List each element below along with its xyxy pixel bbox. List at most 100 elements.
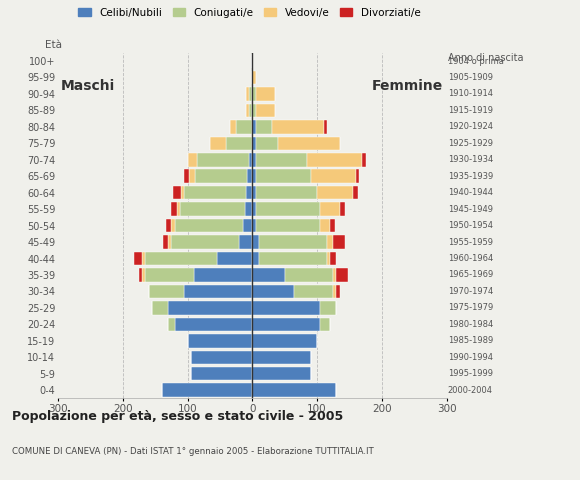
Text: 1940-1944: 1940-1944 — [448, 188, 493, 197]
Bar — [317, 186, 353, 199]
Bar — [173, 186, 181, 199]
Bar — [324, 120, 327, 133]
Bar — [252, 137, 256, 150]
Bar — [320, 203, 340, 216]
Bar — [362, 153, 365, 167]
Bar — [148, 285, 184, 298]
Bar — [256, 137, 278, 150]
Bar — [189, 169, 195, 183]
Bar — [271, 120, 324, 133]
Bar — [252, 153, 256, 167]
Bar — [252, 219, 256, 232]
Bar — [259, 252, 327, 265]
Text: 1945-1949: 1945-1949 — [448, 204, 493, 214]
Text: Anno di nascita: Anno di nascita — [448, 53, 523, 63]
Text: 1910-1914: 1910-1914 — [448, 89, 493, 98]
Bar — [252, 186, 256, 199]
Bar — [162, 384, 252, 397]
Bar — [135, 252, 142, 265]
Bar — [176, 203, 180, 216]
Bar — [249, 153, 252, 167]
Bar — [194, 268, 252, 282]
Text: 1975-1979: 1975-1979 — [448, 303, 493, 312]
Bar — [171, 219, 175, 232]
Text: 1920-1924: 1920-1924 — [448, 122, 493, 132]
Bar — [168, 318, 175, 331]
Bar — [256, 186, 317, 199]
Text: 1985-1989: 1985-1989 — [448, 336, 493, 345]
Bar — [163, 235, 168, 249]
Text: 1990-1994: 1990-1994 — [448, 353, 493, 362]
Bar — [336, 268, 348, 282]
Text: 1905-1909: 1905-1909 — [448, 73, 493, 82]
Bar — [256, 87, 275, 101]
Bar — [320, 219, 330, 232]
Bar — [252, 104, 256, 117]
Bar — [320, 318, 330, 331]
Bar — [146, 252, 217, 265]
Bar — [146, 268, 194, 282]
Text: 1930-1934: 1930-1934 — [448, 155, 493, 164]
Bar — [311, 169, 356, 183]
Bar — [252, 203, 256, 216]
Bar — [252, 384, 336, 397]
Bar — [334, 235, 345, 249]
Bar — [187, 153, 197, 167]
Text: 1965-1969: 1965-1969 — [448, 270, 493, 279]
Bar — [246, 186, 252, 199]
Bar — [191, 367, 252, 381]
Bar — [252, 334, 317, 348]
Text: 1935-1939: 1935-1939 — [448, 172, 493, 181]
Text: 1980-1984: 1980-1984 — [448, 320, 493, 329]
Bar — [330, 252, 336, 265]
Bar — [334, 285, 336, 298]
Bar — [330, 219, 335, 232]
Text: 1925-1929: 1925-1929 — [448, 139, 493, 148]
Bar — [252, 235, 259, 249]
Bar — [340, 203, 345, 216]
Bar — [336, 285, 340, 298]
Bar — [327, 235, 333, 249]
Text: 2000-2004: 2000-2004 — [448, 385, 493, 395]
Bar — [252, 318, 320, 331]
Bar — [256, 120, 271, 133]
Text: Femmine: Femmine — [372, 79, 443, 93]
Legend: Celibi/Nubili, Coniugati/e, Vedovi/e, Divorziati/e: Celibi/Nubili, Coniugati/e, Vedovi/e, Di… — [78, 8, 420, 18]
Bar — [246, 104, 249, 117]
Bar — [210, 137, 226, 150]
Bar — [353, 186, 358, 199]
Bar — [195, 169, 247, 183]
Bar — [180, 203, 245, 216]
Text: 1904 o prima: 1904 o prima — [448, 57, 503, 66]
Bar — [217, 252, 252, 265]
Bar — [139, 268, 142, 282]
Bar — [285, 268, 333, 282]
Bar — [240, 235, 252, 249]
Text: 1950-1954: 1950-1954 — [448, 221, 493, 230]
Bar — [184, 186, 246, 199]
Bar — [245, 203, 252, 216]
Bar — [247, 169, 252, 183]
Bar — [327, 252, 330, 265]
Text: 1960-1964: 1960-1964 — [448, 254, 493, 263]
Bar — [256, 169, 311, 183]
Bar — [320, 301, 336, 314]
Bar — [175, 318, 252, 331]
Bar — [252, 367, 311, 381]
Bar — [307, 153, 362, 167]
Text: Età: Età — [45, 39, 62, 49]
Bar — [246, 87, 249, 101]
Bar — [295, 285, 333, 298]
Bar — [252, 120, 256, 133]
Bar — [356, 169, 359, 183]
Bar — [184, 169, 189, 183]
Bar — [230, 120, 236, 133]
Bar — [278, 137, 340, 150]
Bar — [252, 252, 259, 265]
Bar — [242, 219, 252, 232]
Bar — [256, 219, 320, 232]
Bar — [142, 252, 146, 265]
Text: 1970-1974: 1970-1974 — [448, 287, 493, 296]
Bar — [171, 235, 240, 249]
Bar — [142, 268, 146, 282]
